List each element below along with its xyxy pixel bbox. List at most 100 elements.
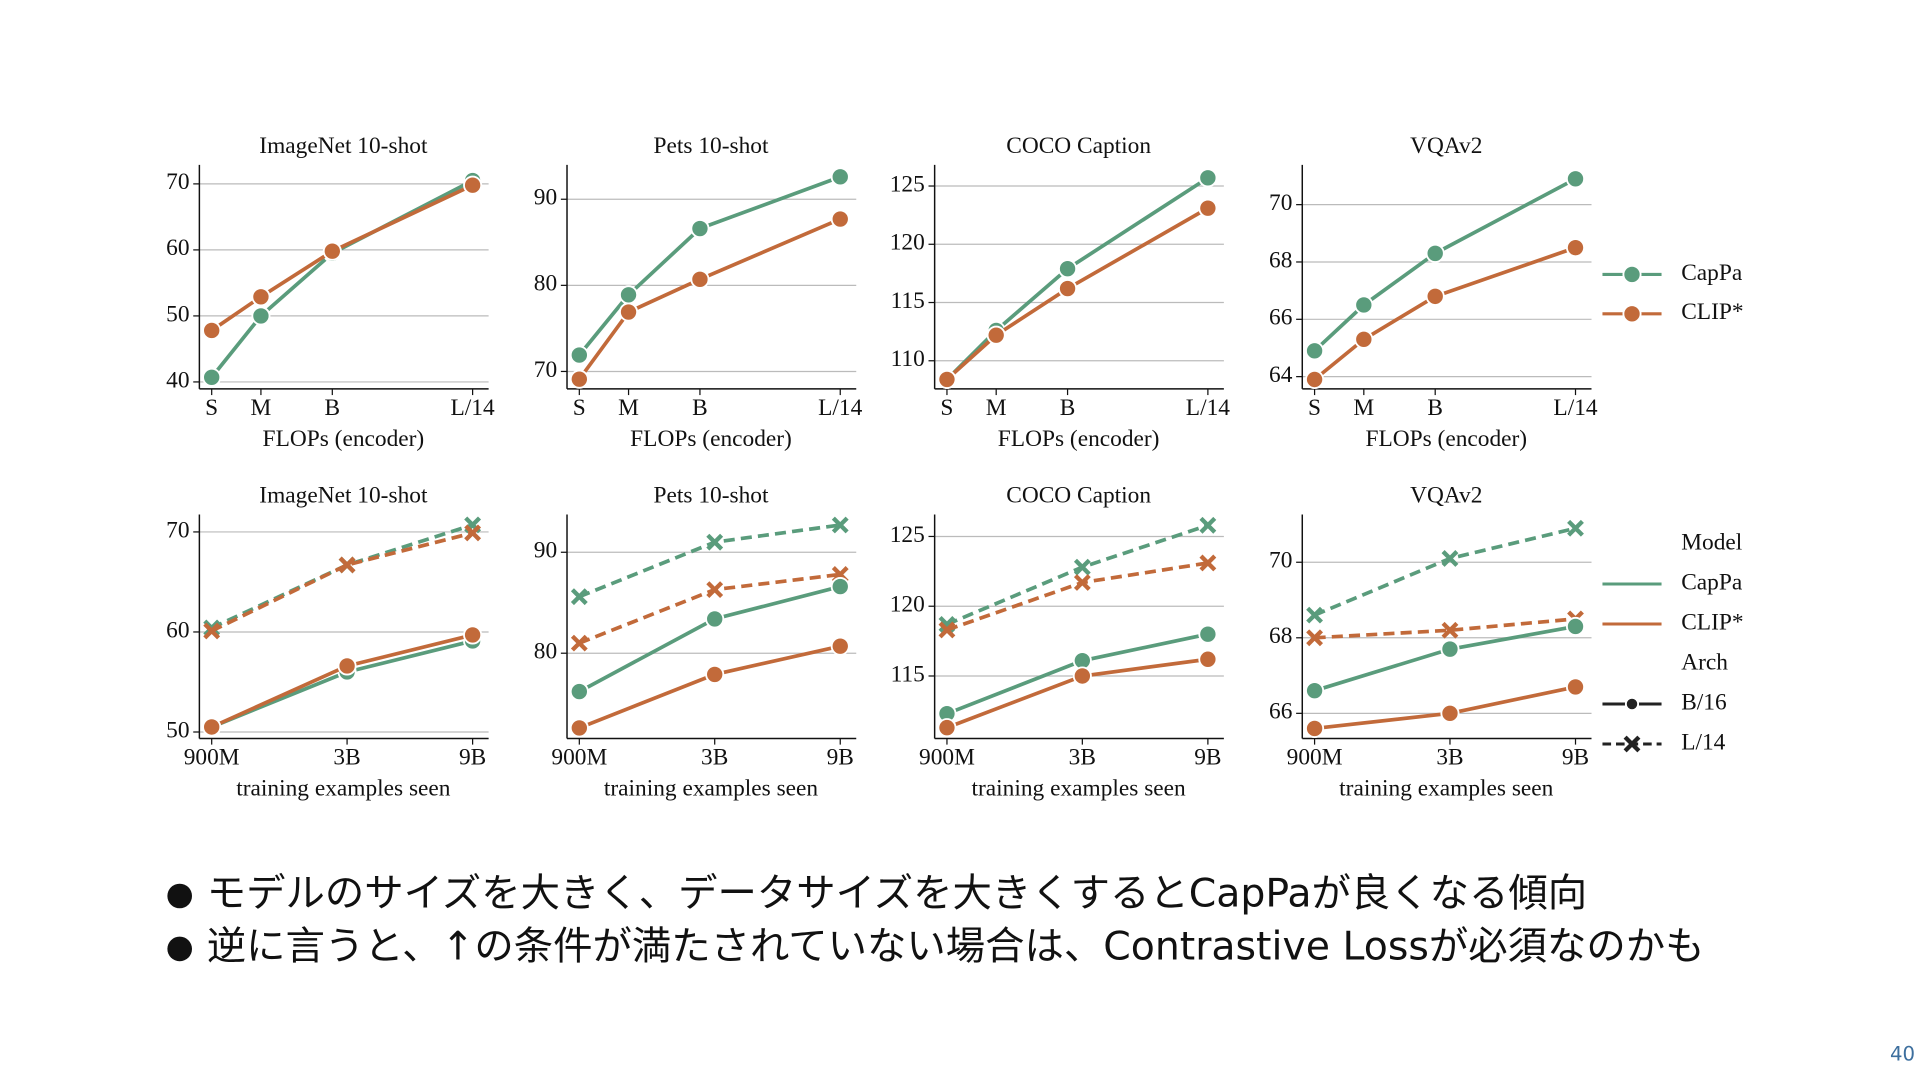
marker (1073, 574, 1091, 591)
marker (1198, 624, 1218, 644)
legend-title: Model (1681, 529, 1743, 555)
x-tick-label: 900M (919, 745, 975, 771)
marker (1072, 666, 1092, 686)
marker (830, 636, 850, 656)
y-tick-label: 68 (1269, 623, 1292, 649)
x-tick-label: B (325, 395, 341, 421)
x-tick-label: 900M (1287, 745, 1343, 771)
marker (338, 556, 356, 574)
x-tick-label: S (940, 395, 953, 421)
series-line (1314, 617, 1576, 640)
x-axis-label: training examples seen (236, 776, 451, 802)
y-tick-label: 90 (534, 185, 557, 211)
y-tick-label: 120 (890, 592, 925, 618)
marker (1305, 718, 1325, 738)
y-tick-label: 70 (1269, 548, 1292, 574)
y-tick-label: 90 (534, 538, 557, 564)
marker (569, 682, 589, 702)
y-tick-label: 120 (890, 230, 925, 256)
x-tick-label: 9B (1562, 745, 1589, 771)
marker (1199, 554, 1217, 572)
marker (986, 325, 1006, 345)
x-tick-label: 9B (827, 745, 854, 771)
series-line (1313, 245, 1577, 381)
y-tick-label: 60 (166, 235, 189, 261)
legend-label: CLIP* (1681, 609, 1743, 635)
marker (570, 634, 588, 652)
marker (322, 241, 342, 261)
marker (1305, 681, 1325, 701)
marker (1623, 735, 1641, 753)
x-tick-label: B (1427, 395, 1443, 421)
y-tick-label: 110 (891, 346, 925, 372)
marker (1567, 519, 1584, 537)
y-tick-label: 125 (890, 171, 925, 197)
marker (569, 718, 589, 738)
x-tick-label: L/14 (451, 395, 495, 421)
marker (1425, 243, 1445, 263)
page-number: 40 (1890, 1042, 1915, 1065)
x-tick-label: 9B (1194, 745, 1221, 771)
x-tick-label: B (692, 395, 708, 421)
marker (1058, 259, 1078, 279)
chart-title: Pets 10-shot (654, 133, 769, 159)
x-tick-label: L/14 (818, 395, 862, 421)
x-axis-label: FLOPs (encoder) (1365, 426, 1527, 452)
marker (569, 369, 589, 389)
chart-title: VQAv2 (1410, 133, 1482, 159)
x-tick-label: 900M (551, 745, 607, 771)
marker (1441, 621, 1459, 639)
series-line (210, 183, 474, 332)
x-axis-label: FLOPs (encoder) (630, 426, 792, 452)
legend-label: B/16 (1681, 689, 1726, 715)
marker (463, 625, 483, 645)
marker (1565, 169, 1586, 189)
x-tick-label: S (1308, 395, 1321, 421)
marker (1306, 606, 1323, 624)
marker (569, 345, 589, 365)
marker (203, 622, 221, 640)
marker (251, 306, 271, 326)
bullet-dot (167, 883, 192, 909)
marker (619, 302, 639, 322)
marker (705, 664, 725, 684)
chart-title: ImageNet 10-shot (259, 483, 428, 509)
y-tick-label: 60 (166, 617, 189, 643)
x-axis-label: training examples seen (604, 776, 819, 802)
y-tick-label: 50 (166, 301, 189, 327)
marker (830, 209, 850, 229)
marker (251, 287, 271, 307)
x-axis-label: training examples seen (1339, 776, 1554, 802)
chart-title: VQAv2 (1410, 483, 1482, 509)
x-tick-label: 900M (184, 745, 240, 771)
y-tick-label: 64 (1269, 362, 1293, 388)
x-tick-label: B (1060, 395, 1076, 421)
y-tick-label: 125 (890, 522, 925, 548)
marker (937, 369, 957, 389)
marker (830, 577, 850, 597)
bullet-dot (167, 936, 192, 962)
marker (1425, 286, 1445, 306)
series-line (945, 176, 1209, 381)
series-line (210, 531, 474, 633)
y-tick-label: 50 (166, 717, 189, 743)
chart-title: Pets 10-shot (654, 483, 769, 509)
marker (1565, 677, 1586, 697)
marker (1622, 304, 1642, 324)
marker (1440, 639, 1460, 659)
x-tick-label: L/14 (1553, 395, 1597, 421)
marker (690, 218, 710, 239)
y-tick-label: 66 (1269, 699, 1292, 725)
chart-title: ImageNet 10-shot (259, 133, 428, 159)
legend-label: CapPa (1681, 569, 1743, 595)
marker (706, 533, 724, 551)
marker (706, 581, 724, 599)
series-line (577, 217, 841, 381)
legend-title: Arch (1681, 649, 1728, 675)
marker (202, 717, 222, 737)
marker (464, 524, 482, 542)
marker (1198, 198, 1218, 218)
y-tick-label: 68 (1269, 247, 1292, 273)
